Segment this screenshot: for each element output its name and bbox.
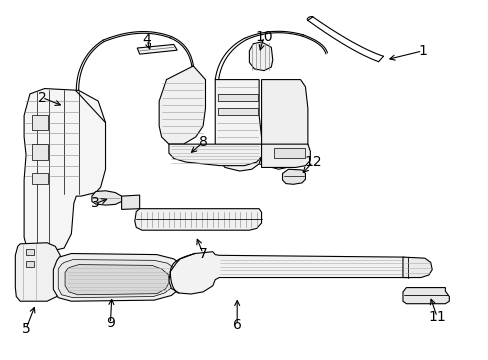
Polygon shape [58, 260, 176, 298]
Polygon shape [122, 195, 140, 210]
Text: 5: 5 [21, 322, 30, 336]
Text: 7: 7 [198, 247, 207, 261]
Polygon shape [24, 89, 105, 253]
Text: 11: 11 [427, 310, 445, 324]
Polygon shape [26, 249, 34, 255]
Text: 10: 10 [255, 30, 272, 44]
Polygon shape [217, 108, 258, 116]
Polygon shape [261, 144, 310, 167]
Polygon shape [26, 261, 34, 267]
Text: 2: 2 [38, 90, 46, 104]
Polygon shape [32, 116, 48, 130]
Polygon shape [168, 252, 427, 294]
Polygon shape [159, 66, 205, 144]
Polygon shape [215, 80, 261, 171]
Text: 8: 8 [198, 135, 207, 149]
Polygon shape [137, 44, 177, 54]
Polygon shape [92, 191, 122, 205]
Polygon shape [217, 94, 258, 101]
Polygon shape [168, 144, 261, 166]
Text: 9: 9 [106, 316, 115, 330]
Polygon shape [282, 169, 305, 184]
Polygon shape [402, 288, 448, 304]
Polygon shape [402, 257, 431, 278]
Polygon shape [53, 253, 184, 301]
Text: 1: 1 [417, 44, 426, 58]
Text: 4: 4 [142, 33, 151, 47]
Polygon shape [65, 265, 169, 295]
Text: 3: 3 [91, 196, 100, 210]
Polygon shape [273, 148, 305, 158]
Polygon shape [32, 173, 48, 184]
Polygon shape [135, 209, 261, 230]
Polygon shape [15, 243, 60, 301]
Text: 6: 6 [232, 318, 241, 332]
Polygon shape [249, 42, 272, 71]
Polygon shape [32, 144, 48, 160]
Text: 12: 12 [304, 155, 321, 169]
Polygon shape [259, 80, 307, 169]
